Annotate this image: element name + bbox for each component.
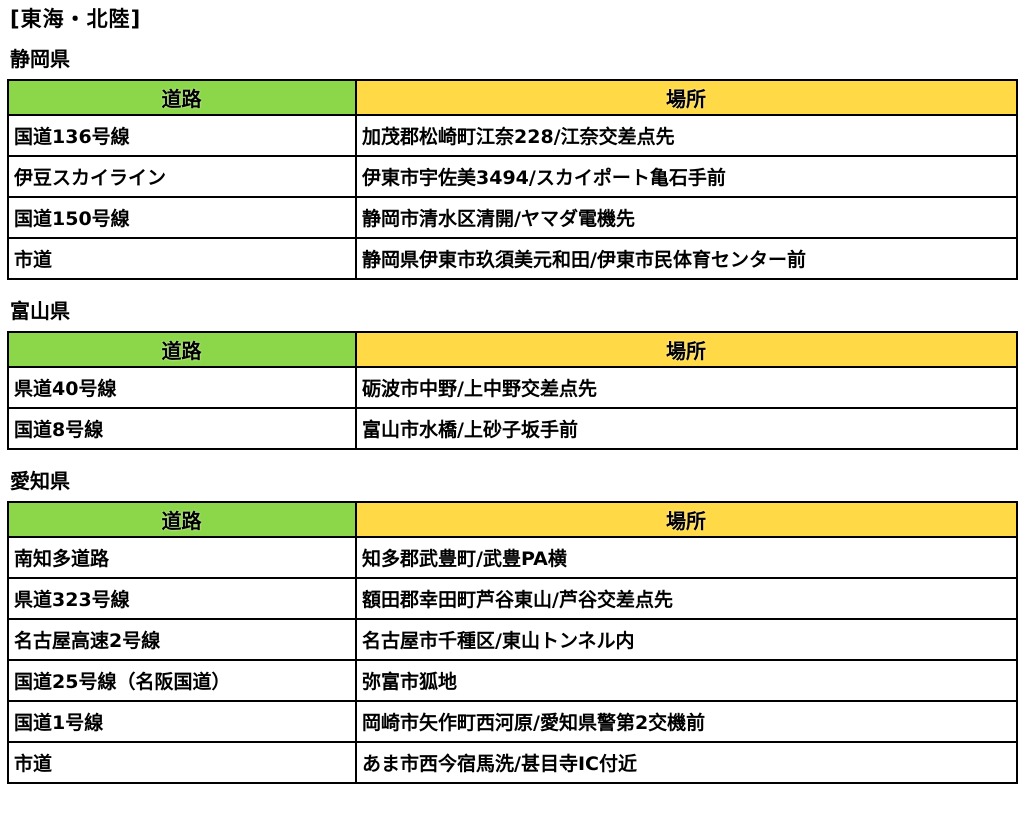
column-header-location: 場所 — [355, 331, 1018, 368]
road-cell: 名古屋高速2号線 — [7, 618, 357, 661]
table-row: 国道25号線（名阪国道） 弥富市狐地 — [7, 659, 1018, 702]
table-row: 国道1号線 岡崎市矢作町西河原/愛知県警第2交機前 — [7, 700, 1018, 743]
table-row: 南知多道路 知多郡武豊町/武豊PA横 — [7, 536, 1018, 579]
location-cell: 加茂郡松崎町江奈228/江奈交差点先 — [355, 114, 1018, 157]
table-header-row: 道路 場所 — [7, 79, 1018, 116]
prefecture-label-toyama: 富山県 — [10, 299, 70, 323]
roads-table-toyama: 道路 場所 県道40号線 砺波市中野/上中野交差点先 国道8号線 富山市水橋/上… — [7, 331, 1018, 450]
road-cell: 南知多道路 — [7, 536, 357, 579]
location-cell: 弥富市狐地 — [355, 659, 1018, 702]
table-row: 市道 静岡県伊東市玖須美元和田/伊東市民体育センター前 — [7, 237, 1018, 280]
location-cell: 額田郡幸田町芦谷東山/芦谷交差点先 — [355, 577, 1018, 620]
table-row: 県道323号線 額田郡幸田町芦谷東山/芦谷交差点先 — [7, 577, 1018, 620]
location-cell: 岡崎市矢作町西河原/愛知県警第2交機前 — [355, 700, 1018, 743]
table-header-row: 道路 場所 — [7, 501, 1018, 538]
location-cell: 富山市水橋/上砂子坂手前 — [355, 407, 1018, 450]
page-title: [東海・北陸] — [10, 7, 142, 31]
column-header-road: 道路 — [7, 331, 357, 368]
prefecture-label-aichi: 愛知県 — [10, 469, 70, 493]
prefecture-label-shizuoka: 静岡県 — [10, 47, 70, 71]
table-header-row: 道路 場所 — [7, 331, 1018, 368]
location-cell: 静岡市清水区清開/ヤマダ電機先 — [355, 196, 1018, 239]
column-header-road: 道路 — [7, 79, 357, 116]
road-cell: 国道8号線 — [7, 407, 357, 450]
table-row: 国道8号線 富山市水橋/上砂子坂手前 — [7, 407, 1018, 450]
location-cell: 伊東市宇佐美3494/スカイポート亀石手前 — [355, 155, 1018, 198]
table-row: 名古屋高速2号線 名古屋市千種区/東山トンネル内 — [7, 618, 1018, 661]
location-cell: 名古屋市千種区/東山トンネル内 — [355, 618, 1018, 661]
roads-table-shizuoka: 道路 場所 国道136号線 加茂郡松崎町江奈228/江奈交差点先 伊豆スカイライ… — [7, 79, 1018, 280]
column-header-road: 道路 — [7, 501, 357, 538]
road-cell: 市道 — [7, 237, 357, 280]
road-cell: 国道25号線（名阪国道） — [7, 659, 357, 702]
table-row: 国道136号線 加茂郡松崎町江奈228/江奈交差点先 — [7, 114, 1018, 157]
road-cell: 国道136号線 — [7, 114, 357, 157]
location-cell: あま市西今宿馬洗/甚目寺IC付近 — [355, 741, 1018, 784]
location-cell: 静岡県伊東市玖須美元和田/伊東市民体育センター前 — [355, 237, 1018, 280]
road-cell: 県道323号線 — [7, 577, 357, 620]
page: [東海・北陸] 静岡県 道路 場所 国道136号線 加茂郡松崎町江奈228/江奈… — [7, 7, 1018, 784]
location-cell: 知多郡武豊町/武豊PA横 — [355, 536, 1018, 579]
section-aichi: 愛知県 道路 場所 南知多道路 知多郡武豊町/武豊PA横 県道323号線 額田郡… — [7, 469, 1018, 784]
road-cell: 伊豆スカイライン — [7, 155, 357, 198]
road-cell: 県道40号線 — [7, 366, 357, 409]
section-toyama: 富山県 道路 場所 県道40号線 砺波市中野/上中野交差点先 国道8号線 富山市… — [7, 299, 1018, 450]
road-cell: 国道1号線 — [7, 700, 357, 743]
table-row: 国道150号線 静岡市清水区清開/ヤマダ電機先 — [7, 196, 1018, 239]
table-row: 伊豆スカイライン 伊東市宇佐美3494/スカイポート亀石手前 — [7, 155, 1018, 198]
road-cell: 市道 — [7, 741, 357, 784]
column-header-location: 場所 — [355, 501, 1018, 538]
table-row: 市道 あま市西今宿馬洗/甚目寺IC付近 — [7, 741, 1018, 784]
location-cell: 砺波市中野/上中野交差点先 — [355, 366, 1018, 409]
table-row: 県道40号線 砺波市中野/上中野交差点先 — [7, 366, 1018, 409]
column-header-location: 場所 — [355, 79, 1018, 116]
road-cell: 国道150号線 — [7, 196, 357, 239]
roads-table-aichi: 道路 場所 南知多道路 知多郡武豊町/武豊PA横 県道323号線 額田郡幸田町芦… — [7, 501, 1018, 784]
section-shizuoka: 静岡県 道路 場所 国道136号線 加茂郡松崎町江奈228/江奈交差点先 伊豆ス… — [7, 47, 1018, 280]
